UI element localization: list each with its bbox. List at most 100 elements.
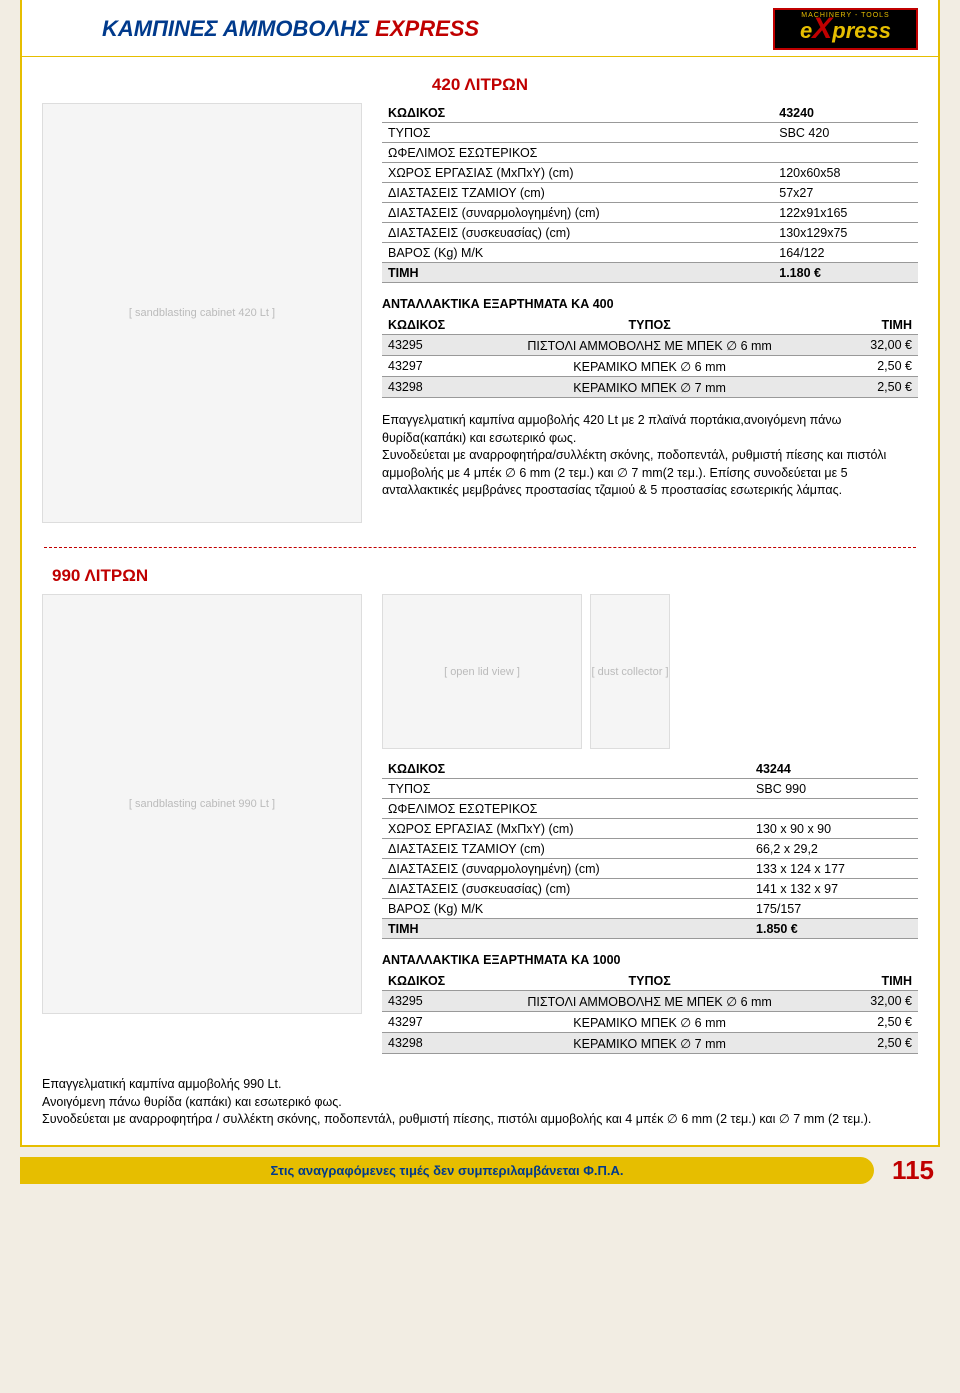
parts-cell: ΚΕΡΑΜΙΚΟ ΜΠΕΚ ∅ 7 mm	[451, 1033, 848, 1054]
parts-cell: ΠΙΣΤΟΛΙ ΑΜΜΟΒΟΛΗΣ ΜΕ ΜΠΕΚ ∅ 6 mm	[451, 335, 848, 356]
spec-key: ΧΩΡΟΣ ΕΡΓΑΣΙΑΣ (ΜxΠxΥ) (cm)	[382, 819, 736, 839]
spec-row: ΒΑΡΟΣ (Kg) Μ/Κ164/122	[382, 243, 918, 263]
parts-header: ΤΙΜΗ	[848, 971, 918, 991]
spec-value: 164/122	[759, 243, 918, 263]
parts-table-420: ΚΩΔΙΚΟΣΤΥΠΟΣΤΙΜΗ43295ΠΙΣΤΟΛΙ ΑΜΜΟΒΟΛΗΣ Μ…	[382, 315, 918, 398]
spec-value	[759, 143, 918, 163]
spec-row: ΔΙΑΣΤΑΣΕΙΣ (συναρμολογημένη) (cm)133 x 1…	[382, 859, 918, 879]
parts-header: ΤΙΜΗ	[848, 315, 918, 335]
spec-key: ΒΑΡΟΣ (Kg) Μ/Κ	[382, 243, 759, 263]
description-990: Επαγγελματική καμπίνα αμμοβολής 990 Lt.Α…	[22, 1068, 938, 1145]
parts-cell: 43298	[382, 1033, 451, 1054]
parts-title-420: ΑΝΤΑΛΛΑΚΤΙΚΑ ΕΞΑΡΤΗΜΑΤΑ ΚΑ 400	[382, 297, 918, 311]
parts-cell: 2,50 €	[848, 356, 918, 377]
spec-row: ΔΙΑΣΤΑΣΕΙΣ ΤΖΑΜΙΟΥ (cm)57x27	[382, 183, 918, 203]
parts-title-990: ΑΝΤΑΛΛΑΚΤΙΚΑ ΕΞΑΡΤΗΜΑΤΑ ΚΑ 1000	[382, 953, 918, 967]
spec-key: ΔΙΑΣΤΑΣΕΙΣ (συσκευασίας) (cm)	[382, 879, 736, 899]
spec-key: ΩΦΕΛΙΜΟΣ ΕΣΩΤΕΡΙΚΟΣ	[382, 143, 759, 163]
spec-table-990: ΚΩΔΙΚΟΣ43244ΤΥΠΟΣSBC 990ΩΦΕΛΙΜΟΣ ΕΣΩΤΕΡΙ…	[382, 759, 918, 939]
spec-row: ΔΙΑΣΤΑΣΕΙΣ (συσκευασίας) (cm)141 x 132 x…	[382, 879, 918, 899]
spec-key: ΤΥΠΟΣ	[382, 779, 736, 799]
parts-row: 43295ΠΙΣΤΟΛΙ ΑΜΜΟΒΟΛΗΣ ΜΕ ΜΠΕΚ ∅ 6 mm32,…	[382, 991, 918, 1012]
page-footer: Στις αναγραφόμενες τιμές δεν συμπεριλαμβ…	[20, 1147, 940, 1186]
parts-row: 43297ΚΕΡΑΜΙΚΟ ΜΠΕΚ ∅ 6 mm2,50 €	[382, 1012, 918, 1033]
spec-value: 57x27	[759, 183, 918, 203]
spec-row: ΒΑΡΟΣ (Kg) Μ/Κ175/157	[382, 899, 918, 919]
spec-row: ΤΥΠΟΣSBC 990	[382, 779, 918, 799]
product-990: [ sandblasting cabinet 990 Lt ] [ open l…	[22, 594, 938, 1068]
title-text: ΚΑΜΠΙΝΕΣ ΑΜΜΟΒΟΛΗΣ	[102, 16, 375, 41]
spec-row: ΔΙΑΣΤΑΣΕΙΣ (συσκευασίας) (cm)130x129x75	[382, 223, 918, 243]
footer-note: Στις αναγραφόμενες τιμές δεν συμπεριλαμβ…	[20, 1157, 874, 1184]
product-420: [ sandblasting cabinet 420 Lt ] ΚΩΔΙΚΟΣ4…	[22, 103, 938, 533]
parts-cell: 43295	[382, 991, 451, 1012]
spec-row: ΧΩΡΟΣ ΕΡΓΑΣΙΑΣ (ΜxΠxΥ) (cm)130 x 90 x 90	[382, 819, 918, 839]
spec-key: ΚΩΔΙΚΟΣ	[382, 103, 759, 123]
spec-value: 133 x 124 x 177	[736, 859, 918, 879]
product-image-420: [ sandblasting cabinet 420 Lt ]	[42, 103, 362, 523]
section-title-990: 990 ΛΙΤΡΩΝ	[22, 566, 938, 586]
parts-header: ΚΩΔΙΚΟΣ	[382, 971, 451, 991]
spec-row: ΔΙΑΣΤΑΣΕΙΣ (συναρμολογημένη) (cm)122x91x…	[382, 203, 918, 223]
parts-cell: 32,00 €	[848, 991, 918, 1012]
parts-row: 43298ΚΕΡΑΜΙΚΟ ΜΠΕΚ ∅ 7 mm2,50 €	[382, 377, 918, 398]
parts-cell: 2,50 €	[848, 1012, 918, 1033]
spec-row: ΔΙΑΣΤΑΣΕΙΣ ΤΖΑΜΙΟΥ (cm)66,2 x 29,2	[382, 839, 918, 859]
spec-key: ΤΙΜΗ	[382, 919, 736, 939]
brand-logo: MACHINERY - TOOLS eXpress	[773, 8, 918, 50]
parts-cell: 2,50 €	[848, 377, 918, 398]
parts-cell: ΚΕΡΑΜΙΚΟ ΜΠΕΚ ∅ 7 mm	[451, 377, 848, 398]
spec-value: 1.850 €	[736, 919, 918, 939]
spec-value: 141 x 132 x 97	[736, 879, 918, 899]
parts-cell: ΠΙΣΤΟΛΙ ΑΜΜΟΒΟΛΗΣ ΜΕ ΜΠΕΚ ∅ 6 mm	[451, 991, 848, 1012]
parts-header: ΤΥΠΟΣ	[451, 315, 848, 335]
spec-key: ΔΙΑΣΤΑΣΕΙΣ ΤΖΑΜΙΟΥ (cm)	[382, 839, 736, 859]
spec-value: SBC 420	[759, 123, 918, 143]
spec-value: 175/157	[736, 899, 918, 919]
spec-value: 43244	[736, 759, 918, 779]
spec-row: ΧΩΡΟΣ ΕΡΓΑΣΙΑΣ (ΜxΠxΥ) (cm)120x60x58	[382, 163, 918, 183]
spec-key: ΤΙΜΗ	[382, 263, 759, 283]
spec-key: ΔΙΑΣΤΑΣΕΙΣ (συσκευασίας) (cm)	[382, 223, 759, 243]
spec-key: ΤΥΠΟΣ	[382, 123, 759, 143]
product-image-990-main: [ sandblasting cabinet 990 Lt ]	[42, 594, 362, 1014]
spec-row: ΩΦΕΛΙΜΟΣ ΕΣΩΤΕΡΙΚΟΣ	[382, 143, 918, 163]
spec-value: SBC 990	[736, 779, 918, 799]
parts-header: ΤΥΠΟΣ	[451, 971, 848, 991]
parts-cell: 32,00 €	[848, 335, 918, 356]
product-image-990-collector: [ dust collector ]	[590, 594, 670, 749]
parts-row: 43295ΠΙΣΤΟΛΙ ΑΜΜΟΒΟΛΗΣ ΜΕ ΜΠΕΚ ∅ 6 mm32,…	[382, 335, 918, 356]
parts-cell: 43298	[382, 377, 451, 398]
description-420: Επαγγελματική καμπίνα αμμοβολής 420 Lt μ…	[382, 412, 918, 500]
page-number: 115	[892, 1155, 940, 1186]
spec-value: 122x91x165	[759, 203, 918, 223]
parts-cell: ΚΕΡΑΜΙΚΟ ΜΠΕΚ ∅ 6 mm	[451, 356, 848, 377]
spec-row: ΤΥΠΟΣSBC 420	[382, 123, 918, 143]
logo-tagline: MACHINERY - TOOLS	[801, 12, 889, 19]
spec-row: ΩΦΕΛΙΜΟΣ ΕΣΩΤΕΡΙΚΟΣ	[382, 799, 918, 819]
spec-value	[736, 799, 918, 819]
parts-cell: 43297	[382, 356, 451, 377]
page-header: ΚΑΜΠΙΝΕΣ ΑΜΜΟΒΟΛΗΣ EXPRESS MACHINERY - T…	[22, 0, 938, 57]
section-divider	[44, 547, 916, 548]
parts-cell: 2,50 €	[848, 1033, 918, 1054]
spec-value: 66,2 x 29,2	[736, 839, 918, 859]
spec-value: 120x60x58	[759, 163, 918, 183]
spec-table-420: ΚΩΔΙΚΟΣ43240ΤΥΠΟΣSBC 420ΩΦΕΛΙΜΟΣ ΕΣΩΤΕΡΙ…	[382, 103, 918, 283]
parts-cell: 43295	[382, 335, 451, 356]
spec-key: ΚΩΔΙΚΟΣ	[382, 759, 736, 779]
spec-row: ΚΩΔΙΚΟΣ43240	[382, 103, 918, 123]
spec-key: ΔΙΑΣΤΑΣΕΙΣ (συναρμολογημένη) (cm)	[382, 859, 736, 879]
spec-value: 1.180 €	[759, 263, 918, 283]
section-title-420: 420 ΛΙΤΡΩΝ	[22, 75, 938, 95]
spec-value: 130x129x75	[759, 223, 918, 243]
spec-row: ΤΙΜΗ1.180 €	[382, 263, 918, 283]
title-express: EXPRESS	[375, 16, 479, 41]
parts-row: 43297ΚΕΡΑΜΙΚΟ ΜΠΕΚ ∅ 6 mm2,50 €	[382, 356, 918, 377]
parts-table-990: ΚΩΔΙΚΟΣΤΥΠΟΣΤΙΜΗ43295ΠΙΣΤΟΛΙ ΑΜΜΟΒΟΛΗΣ Μ…	[382, 971, 918, 1054]
spec-value: 43240	[759, 103, 918, 123]
parts-cell: 43297	[382, 1012, 451, 1033]
page-title: ΚΑΜΠΙΝΕΣ ΑΜΜΟΒΟΛΗΣ EXPRESS	[102, 16, 773, 42]
spec-key: ΔΙΑΣΤΑΣΕΙΣ ΤΖΑΜΙΟΥ (cm)	[382, 183, 759, 203]
spec-value: 130 x 90 x 90	[736, 819, 918, 839]
